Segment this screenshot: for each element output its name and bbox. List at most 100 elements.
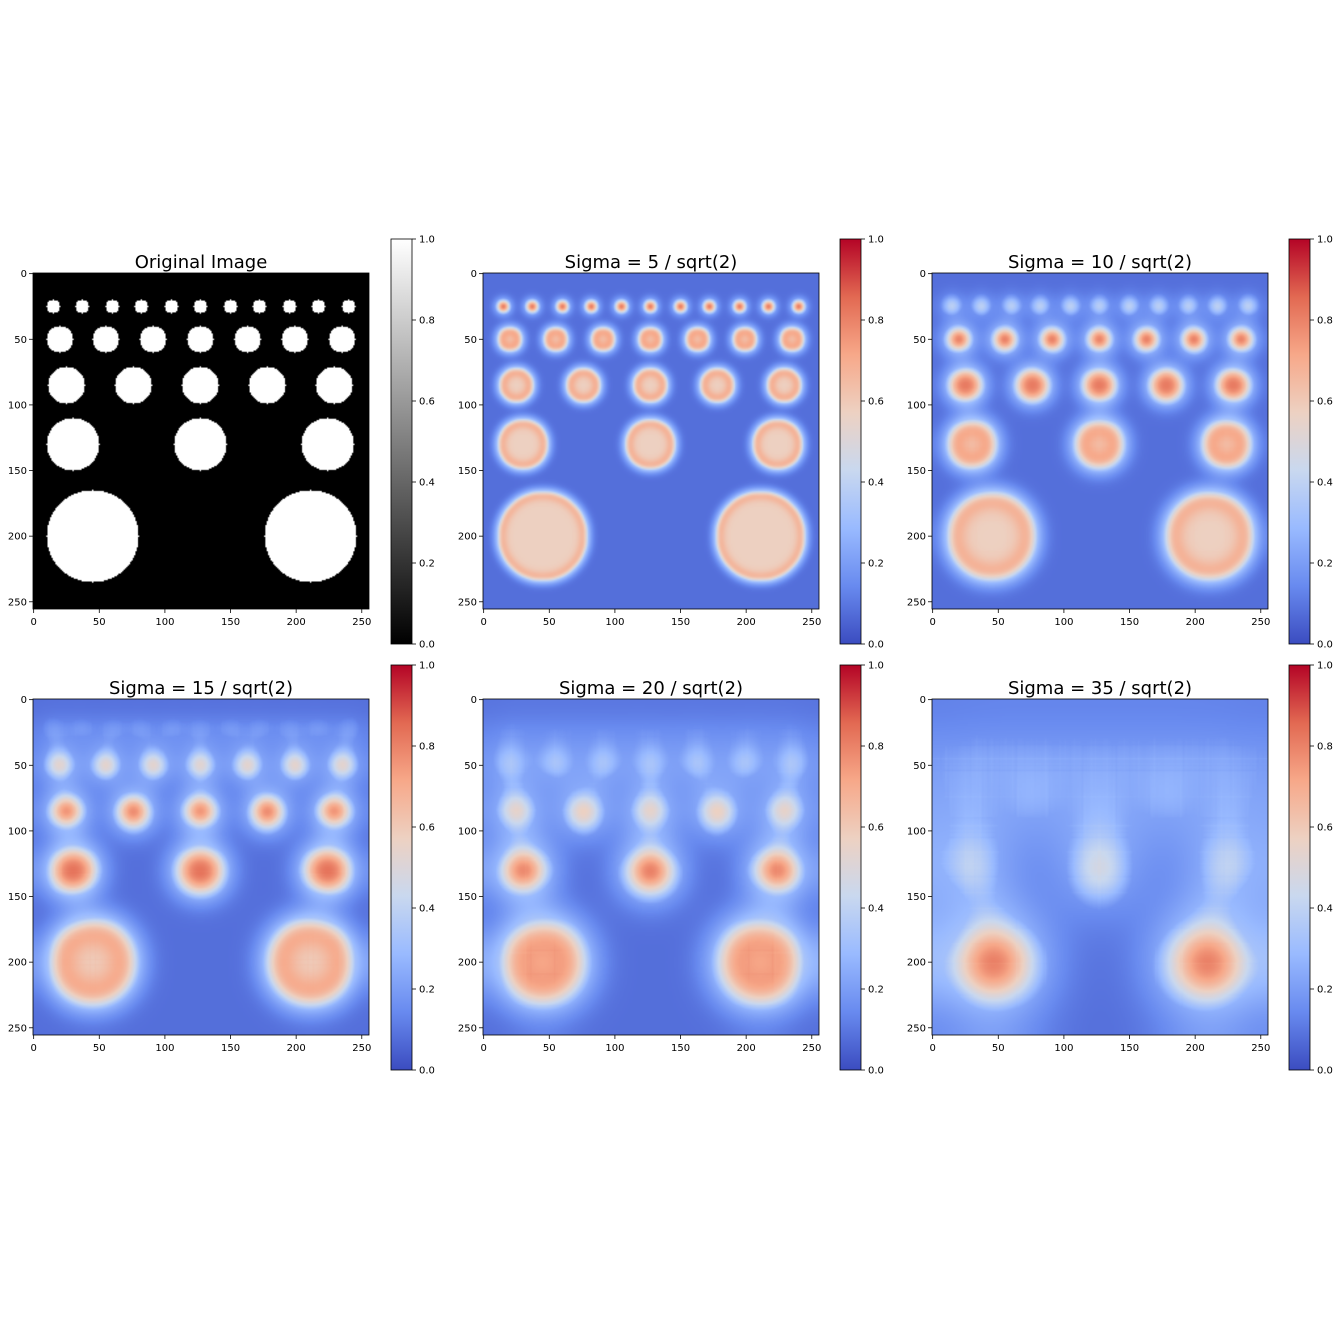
colorbar-tick-label: 1.0	[868, 235, 884, 246]
x-tick-label: 200	[287, 1043, 306, 1054]
y-tick-label: 50	[913, 761, 926, 772]
colorbar-tick-label: 0.6	[868, 823, 884, 834]
x-tick-label: 150	[1120, 617, 1139, 628]
y-tick-label: 150	[907, 466, 926, 477]
x-tick-label: 200	[737, 1043, 756, 1054]
x-tick-label: 100	[155, 617, 174, 628]
colorbar-frame	[839, 238, 862, 645]
panel-3: Sigma = 10 / sqrt(2)0 50 100 150 200 25005010…	[907, 235, 1333, 651]
colorbar-tick-label: 0.8	[1317, 742, 1333, 753]
x-tick-label: 150	[221, 617, 240, 628]
colorbar-tick-label: 0.2	[1317, 985, 1333, 996]
x-tick-label: 0	[30, 1043, 36, 1054]
colorbar-tick-label: 0.2	[1317, 559, 1333, 570]
y-tick-label: 100	[458, 400, 477, 411]
y-tick-label: 200	[8, 958, 27, 969]
x-tick-label: 150	[221, 1043, 240, 1054]
colorbar-tick-label: 0.4	[868, 478, 884, 489]
colorbar-tick-label: 0.2	[419, 559, 435, 570]
x-tick-label: 200	[287, 617, 306, 628]
colorbar	[1289, 665, 1310, 1070]
x-tick-label: 250	[802, 1043, 821, 1054]
y-tick-label: 50	[14, 335, 27, 346]
axes-frame	[931, 698, 1269, 1036]
colorbar-tick-label: 0.6	[868, 397, 884, 408]
x-tick-label: 100	[155, 1043, 174, 1054]
y-tick-label: 0	[471, 695, 477, 706]
x-tick-label: 0	[30, 617, 36, 628]
x-tick-label: 100	[1054, 1043, 1073, 1054]
y-tick-label: 0	[21, 269, 27, 280]
y-tick-label: 150	[8, 892, 27, 903]
y-tick-label: 100	[8, 826, 27, 837]
y-tick-label: 250	[458, 1023, 477, 1034]
colorbar-tick-label: 0.6	[419, 823, 435, 834]
y-tick-label: 150	[458, 466, 477, 477]
x-tick-label: 200	[1186, 1043, 1205, 1054]
colorbar-tick-label: 0.0	[868, 640, 884, 651]
colorbar-frame	[390, 664, 413, 1071]
colorbar-frame	[1288, 664, 1311, 1071]
axes-frame	[32, 698, 370, 1036]
y-tick-label: 0	[920, 695, 926, 706]
colorbar-tick-label: 0.4	[868, 904, 884, 915]
x-tick-label: 250	[352, 1043, 371, 1054]
colorbar-frame	[839, 664, 862, 1071]
y-tick-label: 150	[458, 892, 477, 903]
y-tick-label: 250	[907, 1023, 926, 1034]
colorbar	[840, 239, 861, 644]
colorbar-tick-label: 0.6	[419, 397, 435, 408]
colorbar-tick-label: 0.4	[1317, 478, 1333, 489]
axes-frame	[482, 272, 820, 610]
colorbar-tick-label: 0.4	[419, 904, 435, 915]
colorbar-tick-label: 1.0	[868, 661, 884, 672]
panel-4: Sigma = 15 / sqrt(2)0 50 100 150 200 25005010…	[8, 661, 435, 1077]
heatmap-image	[932, 699, 1268, 1035]
colorbar-tick-label: 0.8	[868, 316, 884, 327]
x-tick-label: 50	[93, 617, 106, 628]
colorbar	[391, 665, 412, 1070]
colorbar-frame	[1288, 238, 1311, 645]
x-tick-label: 50	[992, 617, 1005, 628]
x-tick-label: 250	[1251, 617, 1270, 628]
heatmap-image	[33, 273, 369, 609]
y-tick-label: 100	[907, 826, 926, 837]
y-tick-label: 50	[14, 761, 27, 772]
x-tick-label: 150	[671, 1043, 690, 1054]
heatmap-image	[483, 273, 819, 609]
panel-5: Sigma = 20 / sqrt(2)0 50 100 150 200 25005010…	[458, 661, 884, 1077]
x-tick-label: 0	[480, 617, 486, 628]
panel-title: Sigma = 20 / sqrt(2)	[559, 678, 743, 699]
colorbar-tick-label: 0.0	[419, 1066, 435, 1077]
y-tick-label: 0	[920, 269, 926, 280]
heatmap-image	[33, 699, 369, 1035]
colorbar-tick-label: 0.8	[1317, 316, 1333, 327]
colorbar-tick-label: 0.4	[419, 478, 435, 489]
colorbar-tick-label: 1.0	[1317, 661, 1333, 672]
x-tick-label: 150	[671, 617, 690, 628]
x-tick-label: 0	[480, 1043, 486, 1054]
colorbar	[1289, 239, 1310, 644]
x-tick-label: 250	[1251, 1043, 1270, 1054]
y-tick-label: 150	[907, 892, 926, 903]
y-tick-label: 200	[8, 532, 27, 543]
x-tick-label: 50	[543, 1043, 556, 1054]
x-tick-label: 50	[992, 1043, 1005, 1054]
y-tick-label: 100	[907, 400, 926, 411]
colorbar-tick-label: 0.6	[1317, 823, 1333, 834]
y-tick-label: 50	[913, 335, 926, 346]
colorbar-tick-label: 0.4	[1317, 904, 1333, 915]
axes-frame	[931, 272, 1269, 610]
y-tick-label: 250	[8, 1023, 27, 1034]
y-tick-label: 100	[458, 826, 477, 837]
y-tick-label: 250	[8, 597, 27, 608]
y-tick-label: 250	[907, 597, 926, 608]
colorbar	[391, 239, 412, 644]
colorbar-tick-label: 0.0	[1317, 640, 1333, 651]
panel-title: Sigma = 10 / sqrt(2)	[1008, 252, 1192, 273]
x-tick-label: 0	[929, 617, 935, 628]
y-tick-label: 50	[464, 335, 477, 346]
heatmap-image	[483, 699, 819, 1035]
